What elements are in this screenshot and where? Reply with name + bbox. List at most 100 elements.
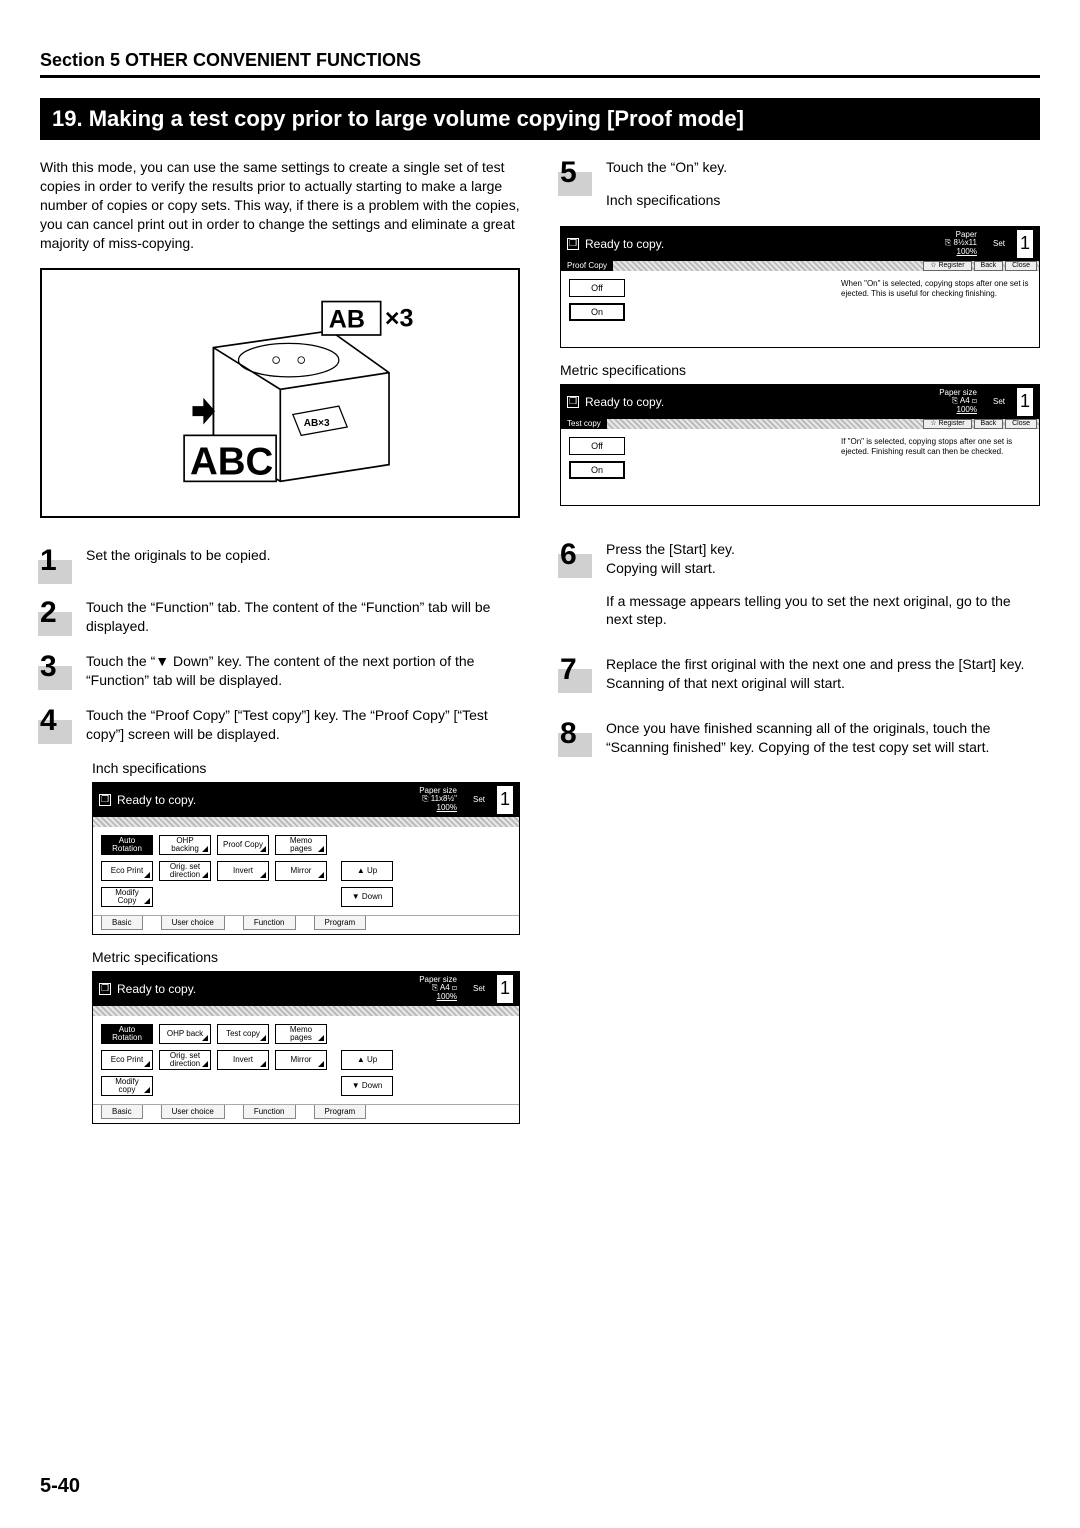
step-8: 8 Once you have finished scanning all of… xyxy=(560,719,1040,757)
left-column: With this mode, you can use the same set… xyxy=(40,158,520,1138)
up-button[interactable]: ▲ Up xyxy=(341,1050,393,1070)
invert-button[interactable]: Invert xyxy=(217,861,269,881)
svg-text:×3: ×3 xyxy=(385,305,414,333)
tab-user-choice[interactable]: User choice xyxy=(161,916,225,930)
step-number: 3 xyxy=(40,652,76,688)
right-column: 5 Touch the “On” key. Inch specification… xyxy=(560,158,1040,1138)
lcd-body: Auto Rotation Eco Print Modify copy OHP … xyxy=(93,1016,519,1104)
auto-rotation-button[interactable]: Auto Rotation xyxy=(101,1024,153,1044)
off-button[interactable]: Off xyxy=(569,279,625,297)
band-label: Test copy xyxy=(561,419,607,429)
step-5: 5 Touch the “On” key. Inch specification… xyxy=(560,158,1040,210)
register-button[interactable]: ☆ Register xyxy=(923,261,971,271)
tab-program[interactable]: Program xyxy=(314,1105,367,1119)
lcd-tabs: Basic User choice Function Program xyxy=(93,1104,519,1123)
register-button[interactable]: ☆ Register xyxy=(923,419,971,429)
orig-set-button[interactable]: Orig. set direction xyxy=(159,861,211,881)
set-label: Set xyxy=(473,795,485,804)
section-header: Section 5 OTHER CONVENIENT FUNCTIONS xyxy=(40,50,1040,78)
lcd-tabs: Basic User choice Function Program xyxy=(93,915,519,934)
proof-copy-button[interactable]: Proof Copy xyxy=(217,835,269,855)
lcd-band: Test copy ☆ Register Back Close xyxy=(561,419,1039,429)
lcd-body: Off On If "On" is selected, copying stop… xyxy=(561,429,1039,505)
copier-illustration: AB ×3 AB×3 ABC xyxy=(40,268,520,518)
lcd-function-metric: ❐ Ready to copy. Paper size ⎘ A4 ⊡ 100% … xyxy=(92,971,520,1124)
tab-program[interactable]: Program xyxy=(314,916,367,930)
set-count: 1 xyxy=(497,975,513,1003)
up-button[interactable]: ▲ Up xyxy=(341,861,393,881)
tab-basic[interactable]: Basic xyxy=(101,916,143,930)
set-count: 1 xyxy=(1017,388,1033,416)
set-label: Set xyxy=(993,239,1005,248)
on-button[interactable]: On xyxy=(569,461,625,479)
paper-size-info: Paper size⎘ A4 ⊡100% xyxy=(939,389,977,415)
modify-copy-button[interactable]: Modify copy xyxy=(101,1076,153,1096)
ohp-backing-button[interactable]: OHP backing xyxy=(159,835,211,855)
lcd-header: ❐ Ready to copy. Paper size⎘ A4 ⊡100% Se… xyxy=(561,385,1039,419)
set-count: 1 xyxy=(1017,230,1033,258)
invert-button[interactable]: Invert xyxy=(217,1050,269,1070)
spec-label-metric: Metric specifications xyxy=(560,362,1040,378)
orig-set-button[interactable]: Orig. set direction xyxy=(159,1050,211,1070)
copy-icon: ❐ xyxy=(567,396,579,408)
mirror-button[interactable]: Mirror xyxy=(275,861,327,881)
lcd-body: Auto Rotation Eco Print Modify Copy OHP … xyxy=(93,827,519,915)
lcd-proof-inch: ❐ Ready to copy. Paper⎘ 8½x11100% Set 1 … xyxy=(560,226,1040,348)
step-1: 1 Set the originals to be copied. xyxy=(40,546,520,582)
on-button[interactable]: On xyxy=(569,303,625,321)
step-number: 1 xyxy=(40,546,76,582)
memo-pages-button[interactable]: Memo pages xyxy=(275,1024,327,1044)
lcd-header: ❐ Ready to copy. Paper size ⎘ A4 ⊡ 100% … xyxy=(93,972,519,1006)
modify-copy-button[interactable]: Modify Copy xyxy=(101,887,153,907)
set-count: 1 xyxy=(497,786,513,814)
down-button[interactable]: ▼ Down xyxy=(341,1076,393,1096)
step-number: 2 xyxy=(40,598,76,634)
paper-size-info: Paper⎘ 8½x11100% xyxy=(945,231,977,257)
close-button[interactable]: Close xyxy=(1005,261,1037,271)
test-copy-button[interactable]: Test copy xyxy=(217,1024,269,1044)
step-7: 7 Replace the first original with the ne… xyxy=(560,655,1040,693)
copy-icon: ❐ xyxy=(99,983,111,995)
off-button[interactable]: Off xyxy=(569,437,625,455)
step-2: 2 Touch the “Function” tab. The content … xyxy=(40,598,520,636)
page-number: 5-40 xyxy=(40,1475,80,1498)
ready-status: Ready to copy. xyxy=(585,395,664,409)
eco-print-button[interactable]: Eco Print xyxy=(101,861,153,881)
lcd-header: ❐ Ready to copy. Paper size ⎘ 11x8½" 100… xyxy=(93,783,519,817)
tab-user-choice[interactable]: User choice xyxy=(161,1105,225,1119)
set-label: Set xyxy=(993,397,1005,406)
svg-text:ABC: ABC xyxy=(190,441,273,484)
step-text: Once you have finished scanning all of t… xyxy=(606,719,1040,757)
lcd-body: Off On When "On" is selected, copying st… xyxy=(561,271,1039,347)
step-number: 4 xyxy=(40,706,76,742)
down-button[interactable]: ▼ Down xyxy=(341,887,393,907)
mirror-button[interactable]: Mirror xyxy=(275,1050,327,1070)
step-number: 6 xyxy=(560,540,596,576)
tab-basic[interactable]: Basic xyxy=(101,1105,143,1119)
step-number: 5 xyxy=(560,158,596,194)
svg-text:AB: AB xyxy=(329,305,365,333)
step-number: 8 xyxy=(560,719,596,755)
step-text: Replace the first original with the next… xyxy=(606,655,1040,693)
spec-label-metric: Metric specifications xyxy=(92,949,520,965)
auto-rotation-button[interactable]: Auto Rotation xyxy=(101,835,153,855)
band-label: Proof Copy xyxy=(561,261,613,271)
tab-function[interactable]: Function xyxy=(243,1105,296,1119)
eco-print-button[interactable]: Eco Print xyxy=(101,1050,153,1070)
lcd-band xyxy=(93,817,519,827)
step-text: Touch the “On” key. Inch specifications xyxy=(606,158,1040,210)
lcd-function-inch: ❐ Ready to copy. Paper size ⎘ 11x8½" 100… xyxy=(92,782,520,935)
lcd-proof-metric: ❐ Ready to copy. Paper size⎘ A4 ⊡100% Se… xyxy=(560,384,1040,506)
step-text: Touch the “Proof Copy” [“Test copy”] key… xyxy=(86,706,520,744)
step-3: 3 Touch the “▼ Down” key. The content of… xyxy=(40,652,520,690)
paper-size-info: Paper size ⎘ 11x8½" 100% xyxy=(419,787,457,813)
content-columns: With this mode, you can use the same set… xyxy=(40,158,1040,1138)
back-button[interactable]: Back xyxy=(974,261,1004,271)
memo-pages-button[interactable]: Memo pages xyxy=(275,835,327,855)
ready-status: Ready to copy. xyxy=(117,982,196,996)
close-button[interactable]: Close xyxy=(1005,419,1037,429)
hint-text: When "On" is selected, copying stops aft… xyxy=(841,279,1031,300)
ohp-back-button[interactable]: OHP back xyxy=(159,1024,211,1044)
tab-function[interactable]: Function xyxy=(243,916,296,930)
back-button[interactable]: Back xyxy=(974,419,1004,429)
